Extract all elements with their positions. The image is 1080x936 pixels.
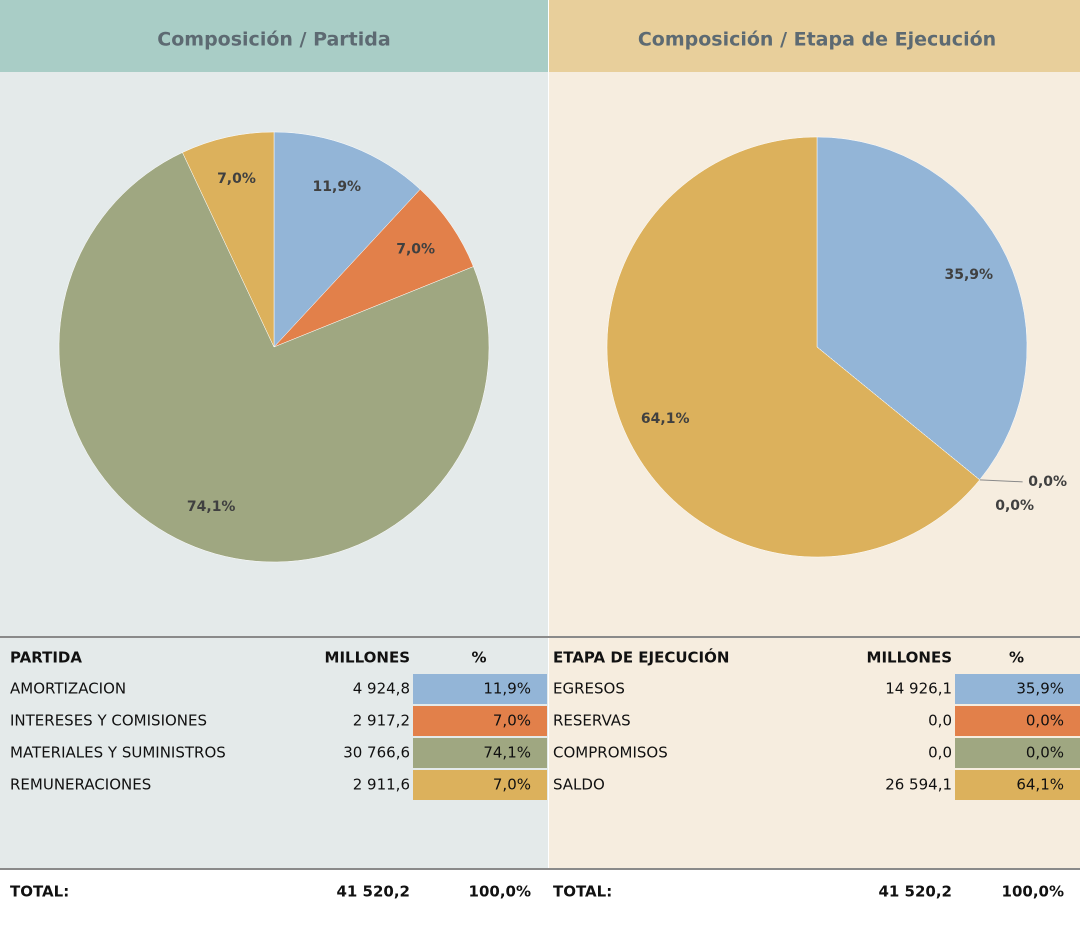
column-header: %: [471, 649, 486, 667]
row-name: RESERVAS: [553, 712, 631, 730]
row-name: INTERESES Y COMISIONES: [10, 712, 207, 730]
row-name: REMUNERACIONES: [10, 776, 151, 794]
row-name: MATERIALES Y SUMINISTROS: [10, 744, 226, 762]
percent-cell: [413, 706, 547, 736]
column-header: MILLONES: [325, 649, 410, 667]
row-percent: 11,9%: [483, 680, 531, 698]
percent-cell: [955, 674, 1080, 704]
column-header: MILLONES: [867, 649, 952, 667]
slice-label: 11,9%: [313, 179, 362, 195]
total-percent: 100,0%: [1002, 883, 1064, 901]
total-label: TOTAL:: [10, 883, 69, 901]
row-amount: 2 911,6: [353, 776, 410, 794]
slice-label: 64,1%: [641, 411, 690, 427]
left-header: [0, 0, 548, 72]
slice-label: 7,0%: [217, 171, 256, 187]
row-amount: 30 766,6: [343, 744, 410, 762]
percent-cell: [413, 770, 547, 800]
row-name: SALDO: [553, 776, 605, 794]
column-header: %: [1009, 649, 1024, 667]
row-percent: 0,0%: [1026, 744, 1064, 762]
percent-cell: [413, 738, 547, 768]
pie-slice: [182, 131, 275, 348]
row-percent: 74,1%: [483, 744, 531, 762]
total-label: TOTAL:: [553, 883, 612, 901]
total-amount: 41 520,2: [878, 883, 952, 901]
percent-cell: [955, 770, 1080, 800]
row-amount: 0,0: [928, 712, 952, 730]
percent-cell: [413, 674, 547, 704]
percent-cell: [955, 706, 1080, 736]
chart-title: Composición / Partida: [157, 29, 390, 51]
leader-line: [979, 479, 1023, 483]
row-amount: 0,0: [928, 744, 952, 762]
row-name: AMORTIZACION: [10, 680, 126, 698]
row-amount: 4 924,8: [353, 680, 410, 698]
slice-label: 35,9%: [944, 267, 993, 283]
row-amount: 26 594,1: [885, 776, 952, 794]
pie-slice: [606, 136, 980, 558]
pie-slice: [273, 131, 421, 348]
chart-title: Composición / Etapa de Ejecución: [638, 29, 996, 51]
slice-label: 0,0%: [1028, 474, 1067, 490]
total-amount: 41 520,2: [336, 883, 410, 901]
total-percent: 100,0%: [469, 883, 531, 901]
row-name: COMPROMISOS: [553, 744, 668, 762]
row-amount: 14 926,1: [885, 680, 952, 698]
row-amount: 2 917,2: [353, 712, 410, 730]
percent-cell: [955, 738, 1080, 768]
row-percent: 64,1%: [1016, 776, 1064, 794]
row-percent: 7,0%: [493, 776, 531, 794]
pie-slice: [58, 152, 490, 563]
slice-label: 7,0%: [396, 241, 435, 257]
slice-label: 0,0%: [995, 498, 1034, 514]
row-percent: 35,9%: [1016, 680, 1064, 698]
slice-label: 74,1%: [187, 499, 236, 515]
row-percent: 7,0%: [493, 712, 531, 730]
right-header: [549, 0, 1080, 72]
column-header: ETAPA DE EJECUCIÓN: [553, 648, 729, 667]
row-percent: 0,0%: [1026, 712, 1064, 730]
pie-slice: [816, 136, 1028, 481]
column-header: PARTIDA: [10, 649, 82, 667]
row-name: EGRESOS: [553, 680, 625, 698]
